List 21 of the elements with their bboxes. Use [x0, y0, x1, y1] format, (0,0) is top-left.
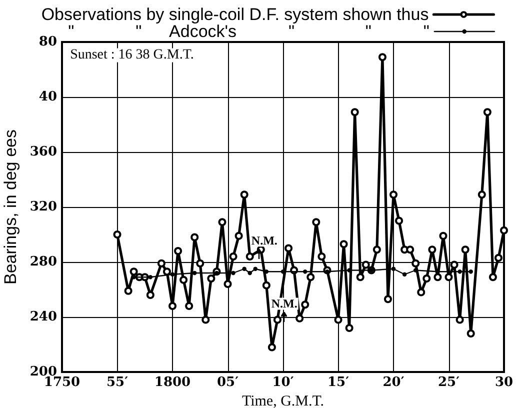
legend-label: " " Adcock's " " " — [68, 22, 430, 41]
x-tick-label: 55′ — [106, 375, 129, 390]
y2-tick-label: 40 — [38, 90, 57, 104]
x-tick-label: 1800 — [154, 375, 191, 390]
annotation: N.M. — [271, 296, 298, 311]
x-tick-label: 10′ — [272, 375, 294, 390]
annotation: N.M. — [251, 234, 278, 248]
y-tick-label: 360 — [30, 144, 57, 160]
x-tick-label: 25′ — [438, 375, 460, 390]
x-tick-label: 05′ — [216, 375, 240, 390]
x-tick-label: 15′ — [327, 375, 350, 390]
y2-tick-label: 80 — [38, 34, 57, 50]
x-axis-title: Time, G.M.T. — [242, 393, 324, 410]
y-tick-label: 240 — [30, 310, 57, 324]
x-tick-label: 20′ — [382, 375, 405, 390]
annotation: Sunset : 16 38 G.M.T. — [70, 48, 194, 63]
y-tick-label: 280 — [30, 254, 57, 270]
legend-label: Observations by single-coil D.F. system shown thus — [41, 5, 429, 24]
y-axis-title: Bearings, in deg ees — [0, 130, 20, 284]
x-tick-label: 30 — [494, 375, 514, 390]
y-tick-label: 320 — [30, 200, 57, 214]
